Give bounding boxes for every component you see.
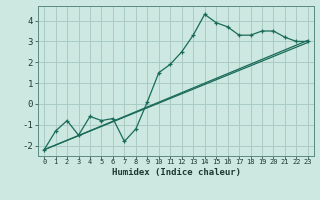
X-axis label: Humidex (Indice chaleur): Humidex (Indice chaleur) (111, 168, 241, 177)
